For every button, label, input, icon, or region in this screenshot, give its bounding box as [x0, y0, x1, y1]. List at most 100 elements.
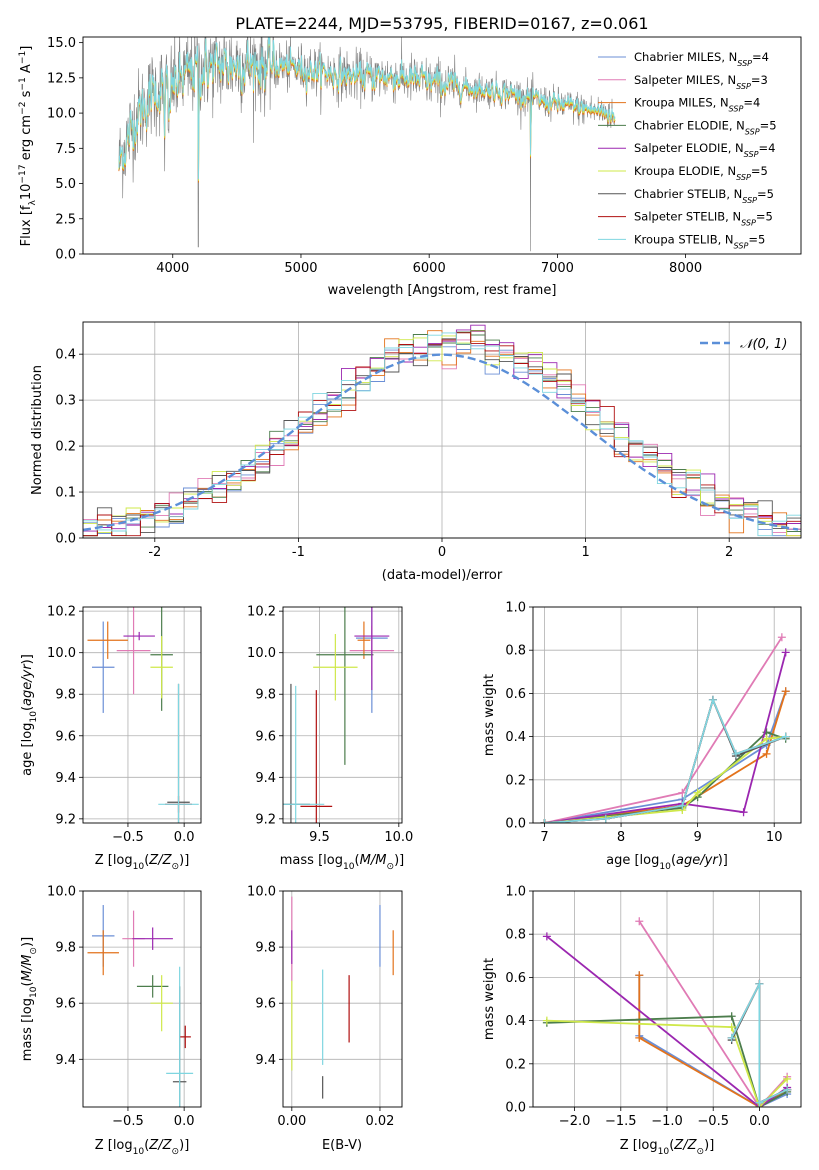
x-axis-label: Z [log10(Z/Z⊙)]	[95, 853, 190, 872]
x-tick-label-2: 6000	[413, 261, 446, 276]
x-tick-label-0: -2	[148, 545, 161, 560]
mw-marker-kroupa_stelib	[731, 749, 740, 758]
plot-area-mass_vs_Z	[87, 905, 194, 1107]
mw-line-salpeter_miles	[544, 636, 783, 823]
spectrum-model-line-2	[118, 37, 616, 180]
x-tick-label-0: 7	[540, 830, 548, 845]
y-axis-label: mass [log10(M/M⊙)]	[20, 937, 39, 1061]
x-tick-label-2: 9	[693, 830, 701, 845]
panel-mass_vs_Z: −0.5 0.0 9.4 9.6 9.8 10.0 Z [log10(Z/Z⊙)] mass …	[20, 885, 202, 1157]
mw-marker-salpeter_miles	[635, 917, 644, 926]
x-tick-label-4: 0.0	[749, 1114, 770, 1129]
legend-label-kroupa_miles: Kroupa MILES, NSSP=4	[634, 96, 760, 114]
y-tick-label-1: 9.6	[255, 997, 276, 1012]
y-tick-label-0: 9.4	[55, 1053, 76, 1068]
y-tick-label-4: 10.0	[247, 646, 276, 661]
mw-line-kroupa_miles	[544, 690, 787, 823]
y-tick-label-0: 0.0	[55, 248, 76, 263]
mw-marker-salpeter_elodie	[739, 808, 748, 817]
mw-line-kroupa_stelib	[730, 983, 788, 1105]
x-axis-label: wavelength [Angstrom, rest frame]	[328, 283, 557, 298]
y-tick-label-2: 9.8	[55, 941, 76, 956]
mw-marker-kroupa_stelib	[783, 1085, 792, 1094]
plot-area-mass_weight_vs_Z	[542, 917, 792, 1107]
panel-age_vs_mass: 9.5 10.0 9.2 9.4 9.6 9.8 10.0 10.2 mass [log10(M…	[247, 605, 413, 872]
mw-marker-kroupa_stelib	[755, 979, 764, 988]
mw-line-kroupa_stelib	[544, 697, 786, 823]
mw-marker-kroupa_elodie	[693, 788, 702, 797]
mw-marker-kroupa_miles	[781, 687, 790, 696]
x-tick-label-1: -1	[292, 545, 305, 560]
legend-label-salpeter_stelib: Salpeter STELIB, NSSP=5	[634, 210, 773, 228]
x-tick-label-3: −0.5	[697, 1114, 729, 1129]
y-tick-label-5: 1.0	[505, 601, 526, 616]
y-tick-label-2: 5.0	[55, 177, 76, 192]
y-axis-label: Normed distribution	[30, 365, 45, 495]
y-tick-label-3: 10.0	[47, 885, 76, 900]
x-tick-label-1: 8	[617, 830, 625, 845]
x-tick-label-0: 9.5	[309, 830, 330, 845]
x-tick-label-0: 4000	[156, 261, 189, 276]
y-tick-label-3: 9.8	[55, 688, 76, 703]
x-tick-label-3: 10	[766, 830, 783, 845]
x-axis-label: E(B-V)	[322, 1138, 362, 1153]
panel-spectrum: 4000 5000 6000 7000 8000 0.0 2.5 5.0 7.5 10.0 12.5…	[18, 36, 802, 298]
y-tick-label-2: 9.8	[255, 941, 276, 956]
y-tick-label-3: 9.8	[255, 688, 276, 703]
legend-label-chabrier_elodie: Chabrier ELODIE, NSSP=5	[634, 118, 777, 136]
y-tick-label-3: 0.3	[55, 394, 76, 409]
y-tick-label-1: 9.6	[55, 997, 76, 1012]
mw-marker-salpeter_miles	[678, 788, 687, 797]
axes-frame	[82, 606, 202, 824]
y-tick-label-0: 0.0	[505, 1101, 526, 1116]
x-tick-label-1: 0.0	[174, 1114, 195, 1129]
legend-label-kroupa_stelib: Kroupa STELIB, NSSP=5	[634, 232, 765, 250]
y-axis-label: Flux [fλ10−17 erg cm−2 s−1 A−1]	[18, 46, 38, 247]
x-tick-label-1: 0.02	[365, 1114, 394, 1129]
legend-label-chabrier_miles: Chabrier MILES, NSSP=4	[634, 50, 769, 68]
mw-marker-kroupa_stelib	[781, 732, 790, 741]
x-tick-label-4: 8000	[669, 261, 702, 276]
x-tick-label-1: −1.5	[605, 1114, 637, 1129]
mw-marker-kroupa_elodie	[542, 1016, 551, 1025]
x-axis-label: Z [log10(Z/Z⊙)]	[620, 1138, 715, 1157]
y-tick-label-0: 9.2	[55, 812, 76, 827]
mw-marker-chabrier_elodie	[727, 1012, 736, 1021]
mw-marker-salpeter_miles	[777, 633, 786, 642]
plot-area-mass_weight_vs_age	[540, 633, 790, 823]
x-tick-label-0: −0.5	[112, 1114, 144, 1129]
y-tick-label-1: 0.2	[505, 773, 526, 788]
y-tick-label-4: 0.8	[505, 928, 526, 943]
y-tick-label-3: 0.6	[505, 687, 526, 702]
mw-marker-salpeter_elodie	[781, 648, 790, 657]
y-tick-label-1: 0.1	[55, 486, 76, 501]
x-tick-label-1: 0.0	[174, 830, 195, 845]
y-tick-label-1: 2.5	[55, 212, 76, 227]
x-tick-label-2: −1.0	[651, 1114, 683, 1129]
plot-area-mass_vs_ebv	[291, 896, 394, 1099]
legend-label-salpeter_elodie: Salpeter ELODIE, NSSP=4	[634, 141, 775, 159]
panel-mass_weight_vs_age: 7 8 9 10 0.0 0.2 0.4 0.6 0.8 1.0 age [log10(age/yr…	[482, 601, 802, 872]
y-tick-label-2: 0.4	[505, 1014, 526, 1029]
y-tick-label-1: 9.4	[255, 771, 276, 786]
y-axis-label: mass weight	[482, 674, 497, 756]
x-axis-label: (data-model)/error	[382, 568, 503, 583]
y-tick-label-4: 0.4	[55, 348, 76, 363]
x-tick-label-1: 5000	[284, 261, 317, 276]
figure-title: PLATE=2244, MJD=53795, FIBERID=0167, z=0…	[235, 14, 648, 33]
x-axis-label: age [log10(age/yr)]	[606, 853, 728, 872]
mw-marker-kroupa_miles	[635, 971, 644, 980]
axes-frame	[282, 606, 403, 824]
y-tick-label-4: 10.0	[47, 107, 76, 122]
axes-frame	[532, 606, 802, 824]
y-tick-label-1: 0.2	[505, 1057, 526, 1072]
plot-area-residual_histogram	[83, 324, 801, 537]
x-tick-label-2: 0	[438, 545, 446, 560]
plot-area-age_vs_mass	[283, 607, 395, 823]
x-tick-label-0: 0.00	[277, 1114, 306, 1129]
y-tick-label-5: 10.2	[47, 605, 76, 620]
normal-curve	[83, 353, 799, 532]
mw-marker-kroupa_stelib	[540, 819, 549, 823]
panel-residual_histogram: -2 -1 0 1 2 0.0 0.1 0.2 0.3 0.4 𝒩(0, 1) (data-model…	[30, 321, 802, 583]
